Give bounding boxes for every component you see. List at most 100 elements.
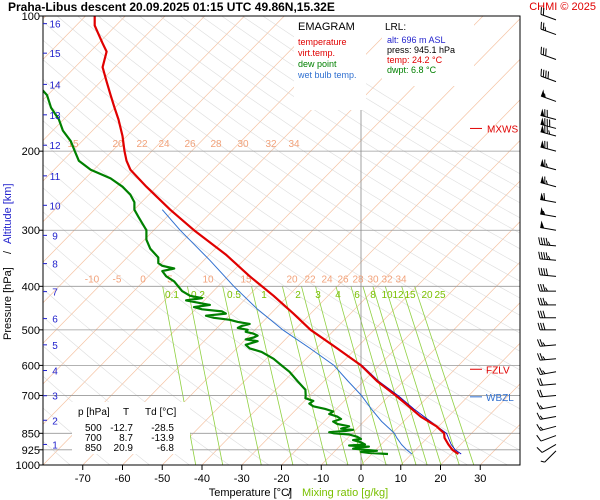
mixing-ratio-line: [282, 286, 328, 465]
dry-adiabat-line: [43, 39, 520, 371]
wind-barb-shaft: [540, 226, 557, 231]
wind-barb-feather: [544, 93, 546, 98]
wind-barb-feather: [537, 322, 541, 330]
level-marker-label: WBZL: [486, 393, 514, 404]
x-tick-label: -30: [234, 473, 250, 485]
theta-label: 26: [337, 274, 349, 285]
isotherm-line: [43, 16, 166, 141]
wind-barb-feather: [542, 284, 546, 292]
legend-box: EMAGRAM temperature virt.temp. dew point…: [294, 16, 366, 110]
isotherm-line: [43, 16, 205, 182]
altitude-tick-label: 15: [49, 49, 61, 60]
wind-barb-feather: [540, 460, 545, 463]
pressure-tick-label: 1000: [16, 460, 40, 472]
altitude-tick-label: 3: [52, 392, 58, 403]
mixing-ratio-line: [414, 286, 475, 465]
wind-barb-shaft: [544, 450, 557, 463]
dry-adiabat-line: [77, 16, 520, 316]
dry-adiabat-line: [43, 99, 520, 430]
wind-barb-shaft: [541, 444, 557, 453]
wind-barb: [536, 412, 557, 420]
level-marker-label: MXWS: [487, 124, 518, 135]
mixing-ratio-label: 25: [434, 290, 446, 301]
wind-barb-shaft: [540, 358, 557, 361]
wind-barb-pennant: [540, 207, 545, 215]
wind-barb-feather: [543, 252, 546, 260]
wind-barb-feather: [542, 356, 546, 361]
wind-barb-shaft: [540, 274, 557, 277]
wind-barb-feather: [540, 68, 542, 77]
dry-adiabat-line: [43, 21, 520, 352]
wind-barb-pennant: [540, 140, 545, 149]
wind-barb-feather: [547, 71, 550, 79]
theta-label: 30: [367, 274, 379, 285]
wind-barb: [536, 423, 557, 431]
mixing-ratio-label: 0.5: [227, 290, 241, 301]
table-header-p: p [hPa]: [78, 407, 110, 418]
x-axis-ticks: -70 -60 -50 -40 -30 -20 -10 0 10 20 30: [75, 465, 486, 485]
wind-barb-shaft: [540, 75, 557, 83]
wind-barb-pennant: [540, 175, 545, 184]
wind-barb-feather: [536, 434, 542, 442]
wind-barb-feather: [540, 284, 543, 292]
wind-barb-feather: [539, 367, 544, 375]
pressure-grid-lines: [43, 150, 520, 451]
wind-barb-feather: [542, 47, 545, 55]
lrl-pressure: press: 945.1 hPa: [387, 45, 455, 55]
wind-barb-feather: [536, 378, 541, 386]
mixing-ratio-label: 2: [295, 290, 301, 301]
table-cell: 850: [85, 443, 102, 454]
wind-barb-shaft: [540, 371, 557, 376]
wind-barb: [540, 108, 557, 120]
dry-adiabat-line: [200, 16, 520, 219]
wind-barb: [537, 284, 556, 292]
wind-barb-feather: [540, 46, 542, 55]
altitude-tick-label: 9: [52, 231, 58, 242]
wind-barb: [540, 158, 557, 171]
wind-barb-feather: [543, 268, 546, 276]
wind-barb-feather: [536, 447, 543, 453]
theta-label: 20: [286, 274, 298, 285]
theta-label: 32: [265, 139, 277, 150]
isotherm-line: [360, 302, 520, 465]
mixing-ratio-line: [350, 286, 404, 465]
isotherm-line: [560, 16, 600, 465]
theta-label: 20: [112, 139, 124, 150]
altitude-tick-label: 6: [52, 315, 58, 326]
dry-adiabat-line: [180, 16, 520, 234]
theta-label: 34: [288, 139, 300, 150]
wind-barb: [536, 367, 557, 376]
isotherm-line: [122, 58, 520, 465]
wind-barb-feather: [537, 310, 541, 318]
theta-label: 30: [237, 139, 249, 150]
theta-label: 26: [184, 139, 196, 150]
isotherm-line: [43, 16, 325, 304]
lrl-title: LRL:: [385, 22, 406, 33]
altitude-tick-label: 16: [49, 20, 61, 31]
wind-barb-shaft: [540, 13, 557, 21]
x-tick-label: -50: [154, 473, 170, 485]
wind-barb-pennant: [540, 192, 545, 201]
wind-barb: [540, 21, 557, 36]
pressure-tick-label: 925: [22, 445, 40, 457]
mixing-ratio-labels: 0.1 0.2 0.5 1 2 3 4 6 8 10 12 15 20 25: [165, 290, 446, 301]
lrl-box: LRL: alt: 696 m ASL press: 945.1 hPa tem…: [382, 16, 474, 86]
theta-label: 22: [136, 139, 148, 150]
wind-barb: [538, 251, 557, 261]
mixing-ratio-line: [251, 286, 294, 465]
wind-barb-feather: [542, 370, 546, 375]
wind-barb-feather: [542, 322, 546, 330]
mixing-ratio-label: 0.1: [165, 290, 179, 301]
pressure-tick-label: 850: [22, 428, 40, 440]
theta-label: 0: [140, 274, 146, 285]
isotherm-line: [162, 99, 520, 465]
wind-barb-feather: [539, 389, 544, 397]
legend-item-virt-temp: virt.temp.: [298, 48, 335, 58]
wind-barb: [536, 434, 557, 442]
mixing-ratio-line: [301, 286, 349, 465]
isotherm-line: [281, 221, 520, 465]
wind-barb-feather: [536, 402, 541, 410]
x-tick-label: -70: [75, 473, 91, 485]
table-cell: -6.8: [157, 443, 175, 454]
